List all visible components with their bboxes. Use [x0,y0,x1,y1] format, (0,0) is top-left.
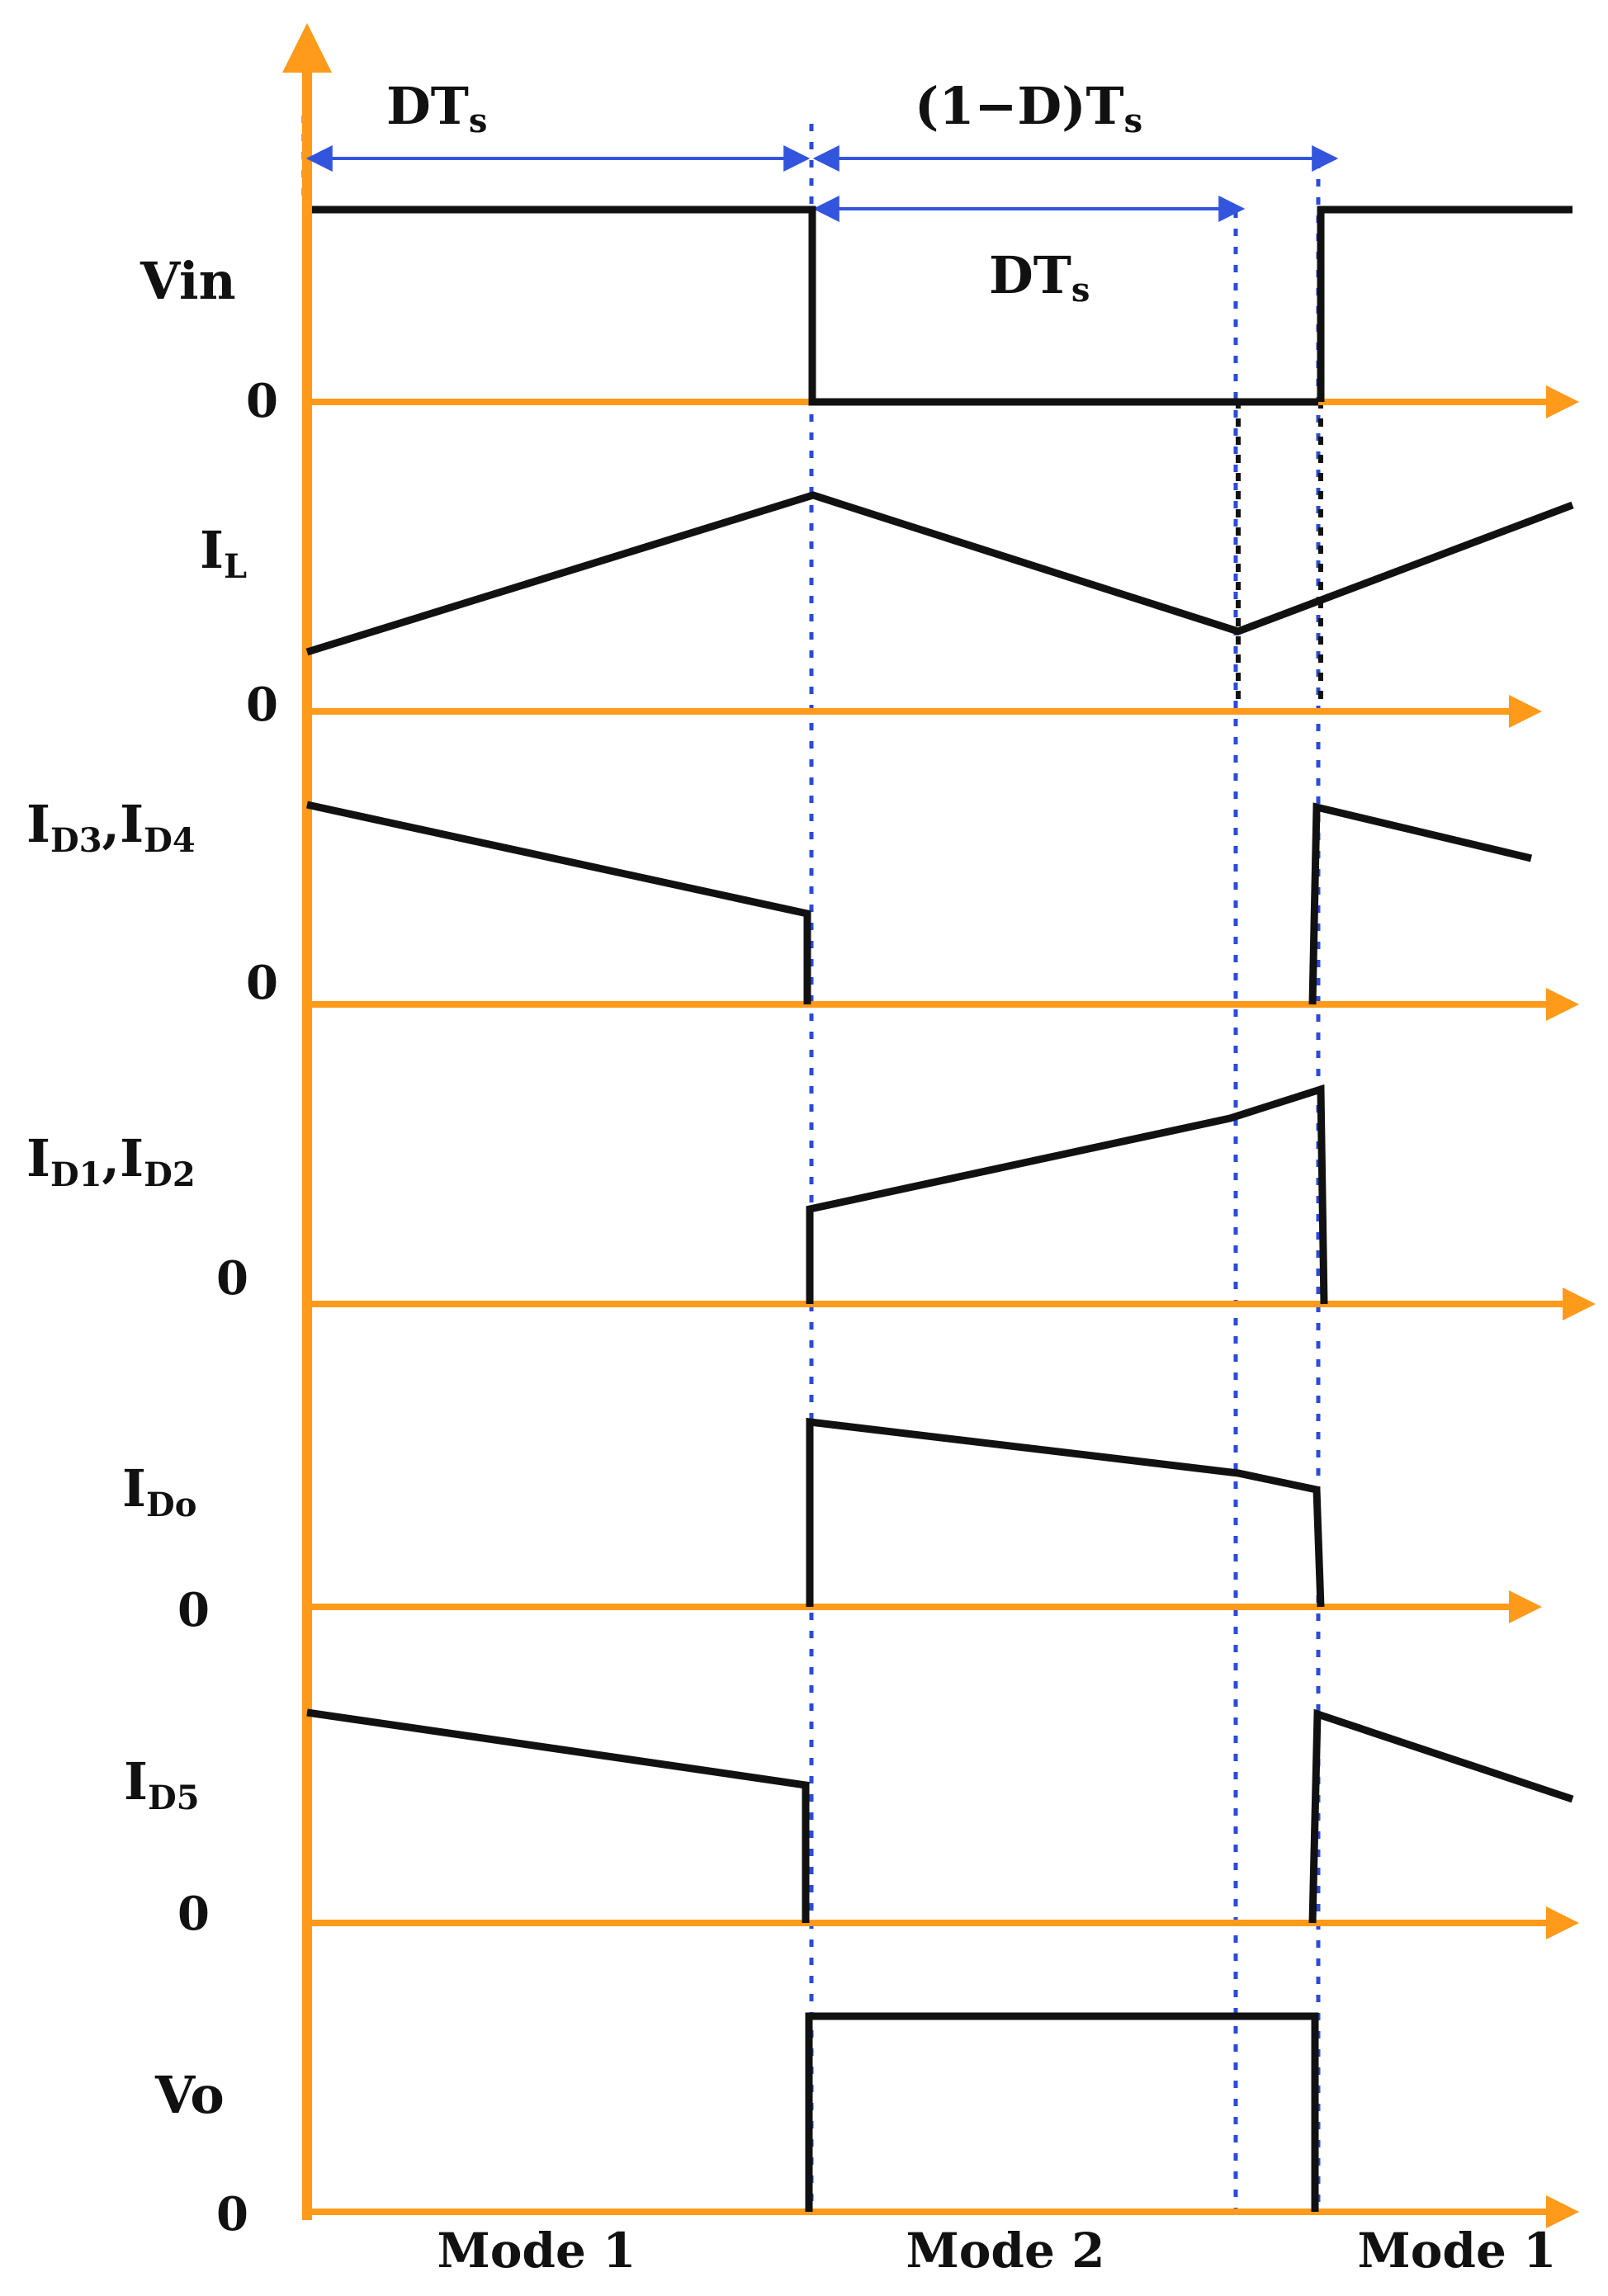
baselines [307,385,1596,2228]
label-id34-sub: D3 [50,821,102,860]
zero-label-id5: 0 [177,1887,210,1941]
mode-label-2: Mode 2 [906,2223,1105,2279]
label-vo: Vo [154,2065,225,2125]
label-vo-main: Vo [154,2065,225,2125]
label-id12-main2: ,I [102,1128,144,1188]
label-id12-sub: D1 [50,1155,102,1194]
dimension-label-dts-main: DT [386,76,469,136]
label-ido-sub: Do [146,1486,196,1524]
zero-label-il: 0 [246,678,278,732]
dimension-label-one-minus-d: (1−D)Ts [915,76,1142,140]
label-id34-sub2: D4 [144,821,196,860]
label-id12-main: I [26,1128,50,1188]
dimension-label-dts-sub: s [469,102,488,140]
guide-lines [301,116,1323,2212]
label-il-sub: L [224,547,247,586]
waveform-il [305,491,1574,656]
label-id5: ID5 [124,1751,200,1817]
waveform-id12 [806,1084,1328,1305]
dimension-label-dts-inner-sub: s [1071,271,1090,309]
dimension-arrows [305,145,1339,222]
zero-label-vin: 0 [246,374,278,428]
dimension-label-dts: DTs [386,76,487,140]
label-ido-main: I [122,1458,146,1519]
dimension-label-dts-inner: DTs [989,245,1090,309]
dimension-label-one-minus-d-sub: s [1124,102,1143,140]
dimension-label-one-minus-d-main: (1−D)T [915,76,1124,136]
mode-labels: Mode 1 Mode 2 Mode 1 [437,2223,1557,2279]
dimension-label-dts-inner-main: DT [989,245,1071,305]
zero-label-vo: 0 [216,2187,248,2242]
label-id5-main: I [124,1751,148,1812]
waveform-id5-next [1308,1708,1574,1924]
zero-labels: 0 0 0 0 0 0 0 [177,374,278,2242]
waveform-vin [312,206,1318,406]
label-ido: IDo [122,1458,196,1524]
waveform-vo [805,2012,1319,2212]
label-id12: ID1,ID2 [26,1128,196,1194]
dimension-labels: DTs (1−D)Ts DTs [386,76,1142,309]
mode-label-3: Mode 1 [1358,2223,1557,2279]
label-vin: Vin [140,251,236,311]
label-id34: ID3,ID4 [26,794,196,860]
label-il-main: I [200,520,224,580]
zero-label-id34: 0 [246,956,278,1010]
waveform-vin-next [1317,206,1573,402]
waveforms [305,206,1574,2212]
label-id34-main2: ,I [102,794,144,854]
label-id5-sub: D5 [148,1779,200,1817]
zero-label-ido: 0 [177,1583,210,1637]
waveform-ido [806,1417,1325,1608]
waveform-labels: Vin IL ID3,ID4 ID1,ID2 IDo ID5 Vo [26,251,247,2125]
label-id34-main: I [26,794,50,854]
waveform-id5 [306,1708,810,1923]
label-il: IL [200,520,247,586]
label-id12-sub2: D2 [144,1155,196,1194]
zero-label-id12: 0 [216,1251,248,1306]
waveform-id34-next [1308,802,1533,1005]
mode-label-1: Mode 1 [437,2223,636,2279]
waveform-id34 [306,801,811,1004]
label-vin-main: Vin [140,251,236,311]
